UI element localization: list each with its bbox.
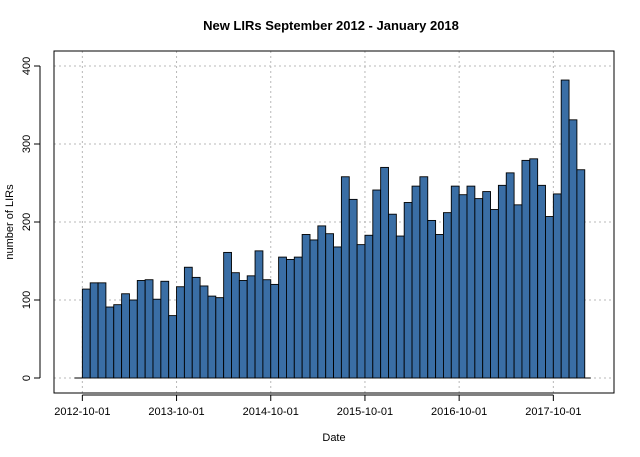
bar <box>560 79 570 379</box>
bar <box>168 315 177 379</box>
bar <box>482 191 492 379</box>
bar <box>176 286 185 379</box>
bar <box>568 119 578 379</box>
bar <box>160 280 170 379</box>
bar <box>191 276 201 379</box>
bar <box>207 295 217 379</box>
bar <box>136 280 146 379</box>
y-tick-label: 400 <box>21 57 33 75</box>
x-tick-label: 2015-10-01 <box>337 406 393 418</box>
bar <box>490 209 499 379</box>
bar <box>105 306 115 379</box>
bar <box>435 234 444 379</box>
bar <box>348 198 358 379</box>
bar <box>419 176 429 379</box>
bar <box>97 282 107 379</box>
y-tick-label: 0 <box>21 375 33 381</box>
bar <box>388 213 397 379</box>
bar <box>443 212 452 379</box>
bar <box>372 189 382 379</box>
plot-frame <box>53 50 615 394</box>
bar <box>254 250 264 379</box>
bar <box>356 244 366 379</box>
bar <box>183 266 193 379</box>
bars <box>74 79 591 379</box>
bar <box>278 256 287 379</box>
bar <box>309 239 319 379</box>
y-tick-label: 300 <box>21 135 33 153</box>
bar <box>380 166 389 379</box>
bar <box>231 272 240 379</box>
x-axis-label: Date <box>322 432 345 444</box>
x-tick-label: 2017-10-01 <box>525 406 581 418</box>
bar <box>152 298 162 379</box>
bar <box>529 158 539 379</box>
bar <box>215 297 225 379</box>
x-tick-label: 2013-10-01 <box>148 406 204 418</box>
bar <box>89 282 99 379</box>
y-axis-label: number of LIRs <box>4 184 16 260</box>
bar <box>411 185 421 379</box>
bar <box>128 299 138 379</box>
x-tick-label: 2016-10-01 <box>431 406 487 418</box>
bar <box>293 256 303 379</box>
bar <box>505 172 515 379</box>
x-tick-label: 2012-10-01 <box>54 406 110 418</box>
bar <box>199 285 209 379</box>
bar <box>333 246 342 379</box>
y-tick-label: 100 <box>21 291 33 309</box>
bar <box>458 194 468 379</box>
bar <box>403 202 413 379</box>
bar <box>474 198 484 379</box>
y-axis: 0 100 200 300 400 <box>21 57 41 381</box>
bar <box>325 233 335 379</box>
bar <box>513 204 523 379</box>
bar <box>81 288 91 379</box>
bar <box>317 225 327 379</box>
bar <box>340 176 350 379</box>
bar <box>545 216 554 379</box>
bar <box>395 235 405 379</box>
y-tick-label: 200 <box>21 213 33 231</box>
bar <box>537 184 546 379</box>
bar <box>576 169 586 379</box>
bar <box>364 234 374 379</box>
bar <box>262 279 272 379</box>
bar <box>497 184 507 379</box>
bar <box>246 275 256 379</box>
bar <box>427 219 437 379</box>
bar <box>223 251 232 379</box>
bar <box>301 234 311 379</box>
x-axis: 2012-10-01 2013-10-01 2014-10-01 2015-10-01… <box>54 394 581 418</box>
bar <box>113 304 123 379</box>
chart-title: New LIRs September 2012 - January 2018 <box>203 18 459 33</box>
bar <box>286 258 295 379</box>
bar <box>466 185 476 379</box>
bar <box>238 280 248 379</box>
x-tick-label: 2014-10-01 <box>243 406 299 418</box>
bar <box>521 159 531 379</box>
bar <box>552 193 562 379</box>
bar <box>270 283 280 379</box>
bar <box>121 293 130 379</box>
bar <box>144 279 154 379</box>
bar <box>450 185 460 379</box>
